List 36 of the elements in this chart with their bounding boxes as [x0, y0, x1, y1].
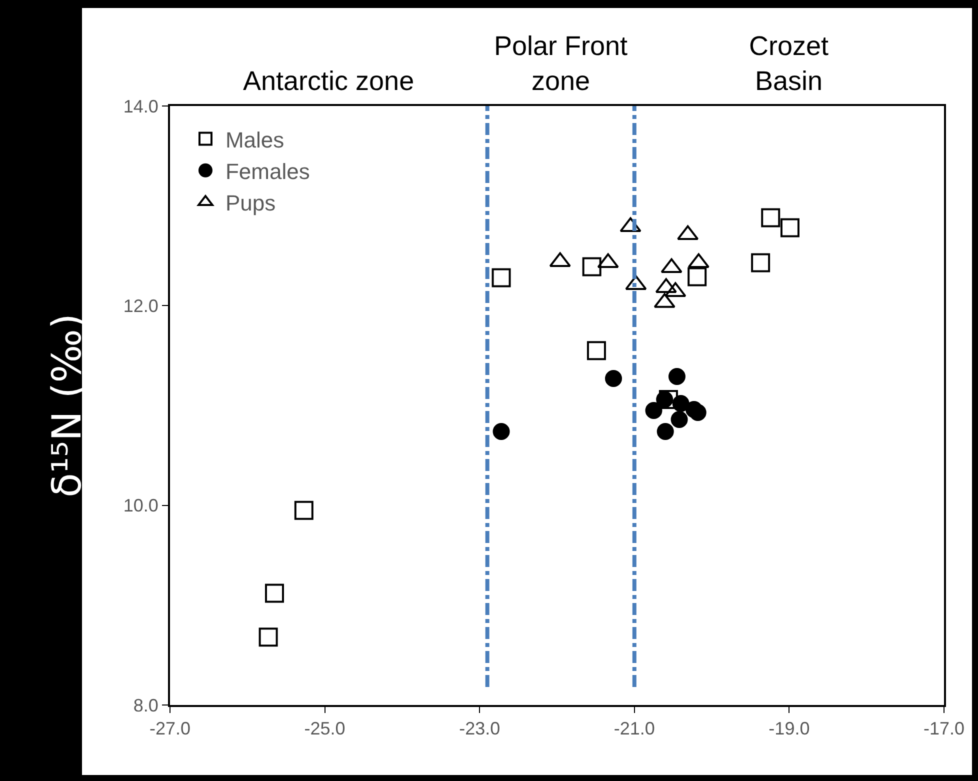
point: [645, 402, 662, 419]
point: [670, 410, 688, 428]
x-tick-label: -19.0: [768, 718, 810, 739]
legend-label: Males: [225, 127, 284, 152]
point: [761, 208, 780, 228]
y-tick-label: 12.0: [123, 296, 158, 316]
point: [258, 628, 278, 647]
x-tick-label: -27.0: [149, 718, 191, 739]
text: Polar Front zone: [494, 31, 628, 96]
y-tick-label: 8.0: [133, 695, 158, 716]
y-tick-label: 14.0: [123, 96, 158, 116]
point: [264, 584, 284, 603]
y-axis-title: δ¹⁵N (‰): [44, 313, 90, 498]
x-tick-label: -21.0: [614, 718, 655, 739]
legend-label: Pups: [225, 190, 276, 216]
x-tick-label: -25.0: [304, 718, 346, 739]
point: [689, 404, 706, 421]
legend-label: Females: [225, 158, 310, 184]
point: [672, 395, 690, 412]
point: [656, 422, 674, 440]
x-tick-label: -23.0: [459, 718, 500, 739]
point: [668, 368, 686, 386]
text: Crozet Basin: [749, 31, 830, 96]
point: [294, 500, 314, 520]
x-tick-label: -17.0: [923, 718, 965, 739]
point: [586, 341, 606, 360]
y-tick-label: 10.0: [123, 496, 158, 516]
text: Antarctic zone: [243, 66, 414, 96]
point: [780, 218, 800, 238]
point: [751, 253, 770, 272]
point: [492, 422, 510, 440]
point: [492, 268, 511, 288]
point: [656, 391, 674, 408]
point: [688, 267, 707, 286]
point: [605, 370, 622, 388]
point: [582, 257, 602, 276]
